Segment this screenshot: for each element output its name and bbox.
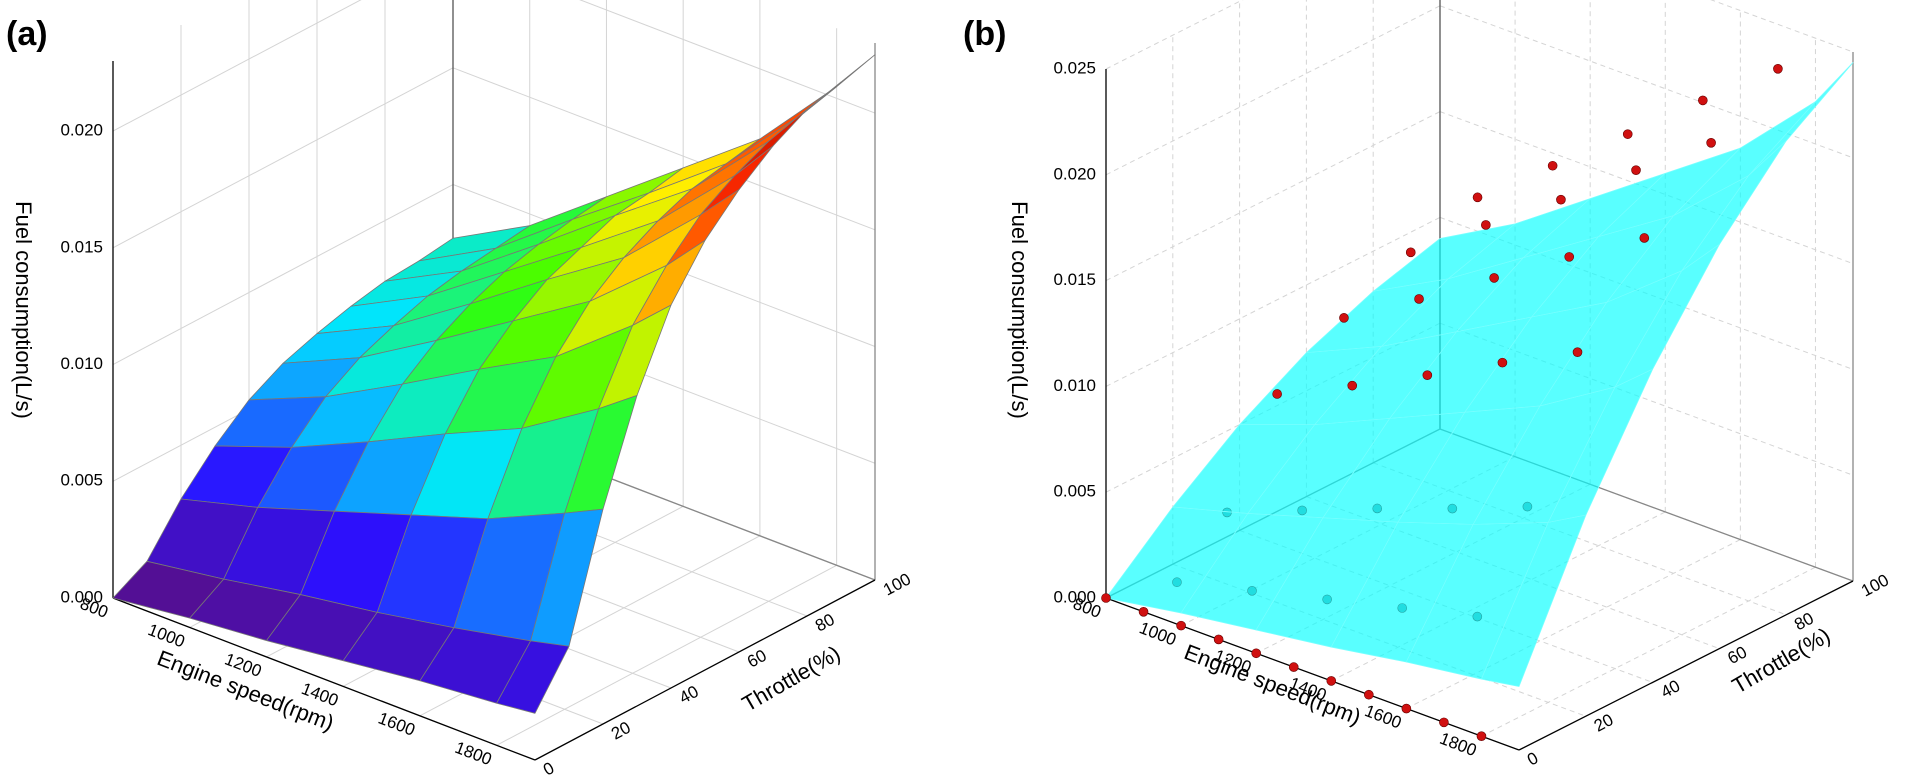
data-point [1364, 689, 1374, 700]
y-tick-label: 20 [608, 718, 634, 744]
data-point [1326, 676, 1337, 686]
data-point [1547, 160, 1558, 171]
z-tick-label: 0.015 [60, 237, 103, 256]
data-point [1414, 294, 1424, 304]
y-tick-label: 100 [880, 569, 914, 599]
z-tick-label: 0.000 [60, 587, 103, 606]
data-point [1405, 247, 1416, 258]
y-tick-label: 40 [1658, 676, 1684, 702]
grid-line [579, 0, 876, 114]
axis-line [534, 579, 876, 761]
z-tick-label: 0.025 [1053, 58, 1096, 77]
panel-title: (b) [963, 15, 1006, 53]
data-point [1476, 731, 1487, 741]
data-point [1489, 273, 1499, 283]
axis-line [1105, 597, 1520, 751]
data-point [1422, 370, 1433, 380]
axis-line [1518, 580, 1854, 751]
data-point [1339, 313, 1349, 323]
x-tick-label: 800 [77, 594, 110, 622]
data-point [1622, 129, 1633, 139]
surface-patch [1481, 514, 1587, 687]
data-point [1497, 357, 1508, 368]
grid-line [112, 184, 454, 365]
data-point [1773, 63, 1783, 74]
data-point [1138, 607, 1149, 617]
data-point [1572, 347, 1583, 357]
data-point [1639, 233, 1650, 243]
y-tick-label: 0 [1524, 748, 1541, 769]
panel-title: (a) [6, 15, 48, 53]
z-tick-label: 0.005 [60, 471, 103, 490]
y-tick-label: 20 [1591, 710, 1617, 736]
z-tick-label: 0.015 [1053, 270, 1096, 289]
axis-line [112, 597, 536, 761]
data-point [1251, 648, 1261, 659]
data-point [1472, 192, 1483, 203]
y-tick-label: 40 [676, 682, 702, 708]
data-point [1401, 703, 1412, 714]
z-tick-label: 0.000 [1053, 587, 1096, 606]
z-axis-label: Fuel consumption(L/s) [11, 201, 36, 419]
z-tick-label: 0.005 [1053, 482, 1096, 501]
x-axis-label: Engine speed(rpm) [1181, 639, 1365, 729]
data-point [1288, 662, 1299, 672]
z-tick-label: 0.020 [60, 121, 103, 140]
y-tick-label: 0 [540, 758, 557, 775]
data-point [1101, 593, 1111, 603]
y-tick-label: 60 [744, 646, 770, 672]
data-point [1347, 380, 1358, 391]
grid-line [112, 0, 362, 132]
data-point [1698, 95, 1708, 106]
grid-line [112, 67, 454, 249]
data-point [1213, 634, 1224, 645]
z-axis-label: Fuel consumption(L/s) [1007, 201, 1032, 419]
grid-line [1439, 5, 1854, 159]
grid-line [452, 67, 876, 231]
surface-patch [496, 640, 570, 714]
data-point [1556, 194, 1566, 205]
data-point [1481, 220, 1491, 230]
z-tick-label: 0.020 [1053, 164, 1096, 183]
x-tick-label: 800 [1070, 594, 1103, 622]
data-point [1631, 165, 1641, 175]
z-tick-label: 0.010 [1053, 376, 1096, 395]
y-tick-label: 80 [812, 610, 838, 636]
data-point [1564, 252, 1575, 262]
y-tick-label: 60 [1724, 642, 1750, 668]
y-tick-label: 100 [1858, 570, 1892, 600]
data-point [1706, 138, 1716, 148]
data-point [1439, 717, 1449, 728]
data-point [1176, 620, 1186, 631]
grid-line [496, 564, 837, 746]
data-point [1272, 389, 1282, 399]
z-tick-label: 0.010 [60, 354, 103, 373]
